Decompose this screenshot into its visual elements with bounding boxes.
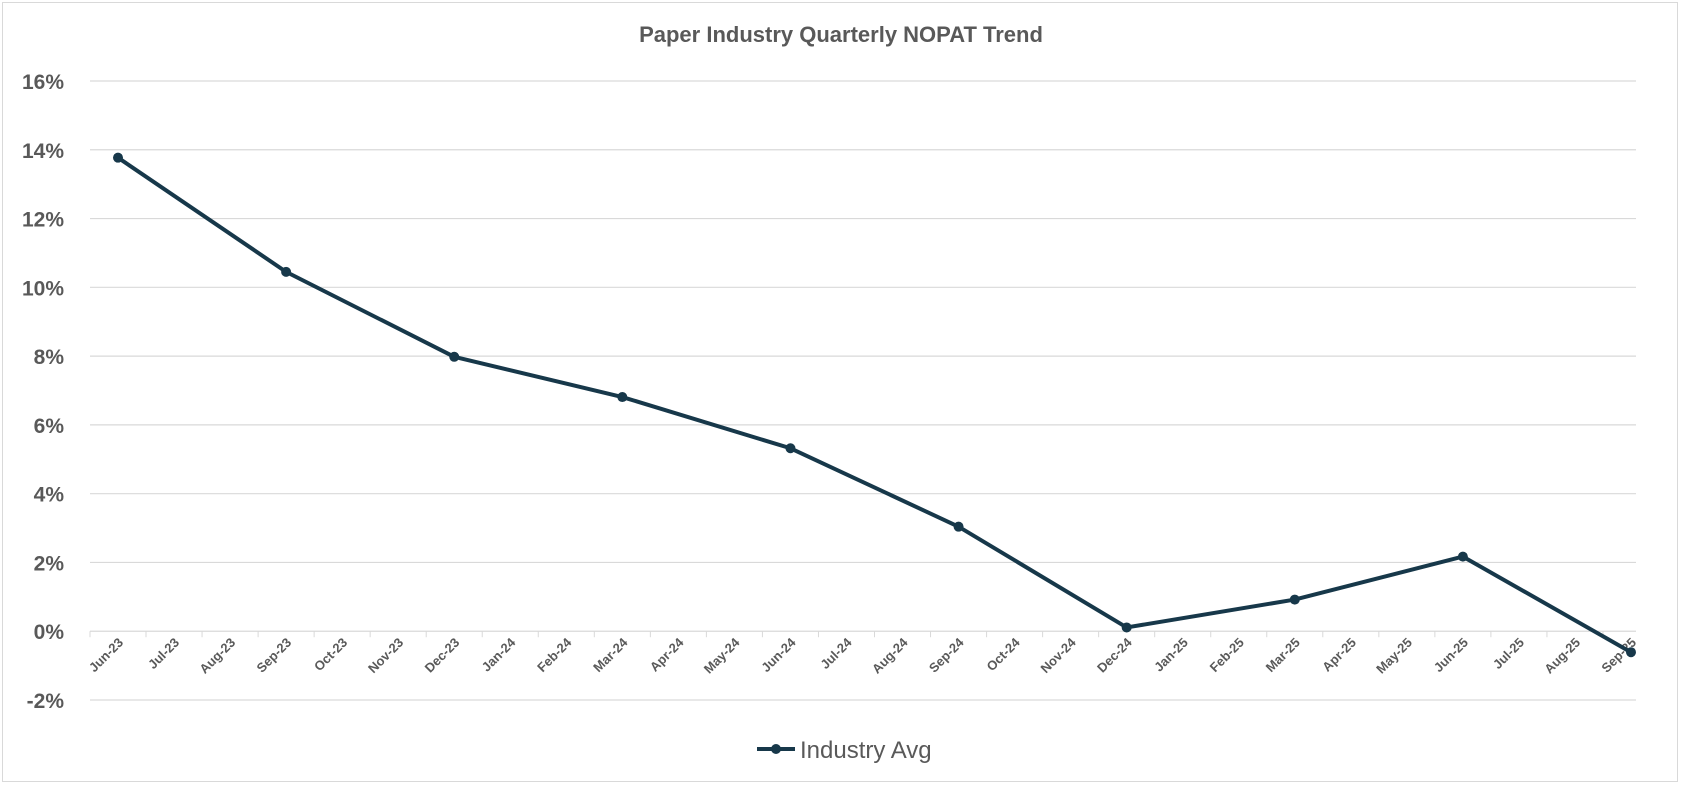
x-tick-label: Jun-23 — [86, 635, 126, 675]
y-tick-label: 8% — [34, 346, 65, 369]
y-tick-label: 12% — [22, 209, 64, 232]
grid-layer — [90, 80, 1636, 701]
legend-label-industry-avg: Industry Avg — [800, 737, 932, 764]
data-point — [1289, 594, 1300, 605]
x-tick-label: Jan-24 — [479, 634, 519, 674]
chart-title: Paper Industry Quarterly NOPAT Trend — [639, 22, 1043, 47]
x-tick-label: Aug-25 — [1541, 635, 1583, 677]
data-point — [1121, 622, 1132, 633]
x-axis-ticks: Jun-23 Jul-23 Aug-23 Sep-23 Oct-23 Nov-23 Dec-… — [86, 631, 1639, 677]
x-tick-label: Nov-24 — [1037, 634, 1079, 676]
x-tick-label: Sep-23 — [253, 635, 294, 676]
data-point — [1626, 647, 1636, 658]
y-tick-label: 10% — [22, 277, 64, 300]
x-tick-label: Nov-23 — [365, 635, 406, 676]
data-point — [281, 266, 292, 277]
x-tick-label: Feb-24 — [534, 634, 575, 675]
x-tick-label: Jan-25 — [1151, 635, 1191, 675]
data-point — [1457, 551, 1468, 562]
y-tick-label: 6% — [34, 415, 65, 438]
y-tick-label: -2% — [27, 690, 65, 713]
legend: Industry Avg — [757, 737, 932, 764]
x-tick-label: Mar-25 — [1263, 635, 1303, 675]
data-point — [953, 521, 964, 532]
x-tick-label: Sep-24 — [926, 634, 967, 675]
x-tick-label: Jul-23 — [145, 635, 182, 672]
x-tick-label: Dec-24 — [1094, 634, 1135, 675]
x-tick-label: May-24 — [701, 634, 743, 676]
series-layer — [113, 152, 1636, 658]
series-line-industry-avg — [116, 156, 1632, 654]
x-tick-label: Dec-23 — [422, 635, 463, 676]
y-tick-label: 16% — [22, 71, 64, 94]
x-tick-label: Feb-25 — [1207, 635, 1247, 675]
y-tick-label: 4% — [34, 484, 65, 507]
x-tick-label: Oct-23 — [311, 635, 350, 674]
x-tick-label: Apr-25 — [1319, 635, 1359, 675]
y-tick-label: 2% — [34, 552, 65, 575]
x-tick-label: Jun-24 — [758, 634, 799, 675]
data-point — [449, 351, 460, 362]
x-tick-label: May-25 — [1373, 635, 1415, 677]
x-tick-label: Mar-24 — [590, 634, 631, 675]
y-tick-label: 14% — [22, 140, 64, 163]
x-tick-label: Apr-24 — [647, 634, 687, 674]
x-tick-label: Jul-24 — [817, 634, 855, 672]
data-point — [785, 443, 796, 454]
x-tick-label: Oct-24 — [983, 634, 1023, 674]
legend-marker-industry-avg — [771, 744, 781, 754]
x-tick-label: Aug-23 — [196, 635, 238, 677]
y-axis-ticks: 16% 14% 12% 10% 8% 6% 4% 2% 0% -2% — [22, 71, 64, 713]
data-point — [113, 152, 123, 163]
y-tick-label: 0% — [34, 621, 65, 644]
x-tick-label: Jul-25 — [1490, 635, 1527, 672]
x-tick-label: Jun-25 — [1431, 635, 1471, 675]
data-point — [617, 392, 628, 403]
x-tick-label: Aug-24 — [869, 634, 911, 676]
